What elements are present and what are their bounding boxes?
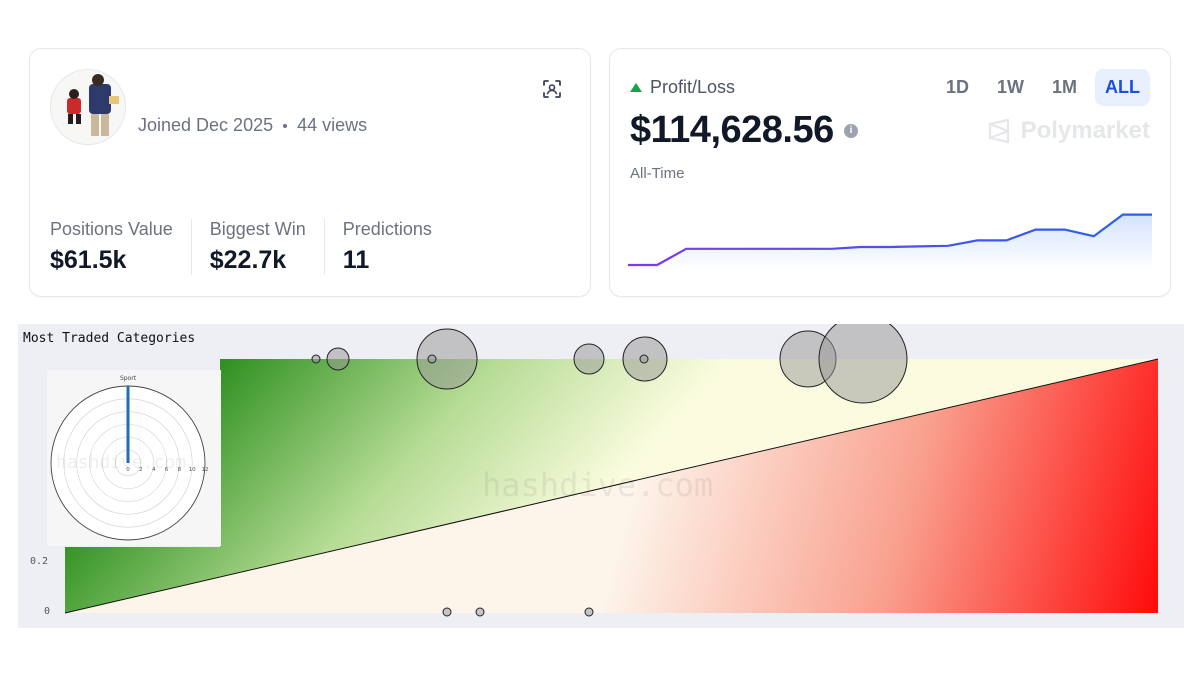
view-count: 44 views [297, 115, 368, 135]
avatar[interactable] [50, 69, 126, 145]
position-bubble[interactable] [427, 354, 437, 364]
stat-biggest-win: Biggest Win $22.7k [190, 219, 324, 275]
profile-meta: Joined Dec 2025 44 views [138, 115, 367, 136]
position-bubble[interactable] [442, 607, 452, 617]
brand-name: Polymarket [1020, 117, 1150, 144]
position-bubble[interactable] [639, 354, 649, 364]
stat-value: 11 [342, 246, 370, 274]
polar-tick-label: 0 [126, 467, 130, 473]
categories-title: Most Traded Categories [23, 331, 196, 346]
time-range-tabs: 1D 1W 1M ALL [936, 69, 1150, 106]
pnl-area [628, 214, 1152, 271]
position-bubble[interactable] [311, 354, 321, 364]
stat-label: Biggest Win [209, 219, 306, 239]
stat-label: Predictions [342, 219, 432, 239]
category-polar-chart: Sport 0 2 4 6 8 10 12 [47, 370, 221, 546]
stat-positions-value: Positions Value $61.5k [50, 219, 191, 275]
profile-card: Joined Dec 2025 44 views Positions Value… [29, 48, 591, 297]
separator-dot [283, 123, 288, 128]
polar-tick-label: 10 [189, 467, 196, 473]
position-bubble[interactable] [573, 343, 605, 375]
break-even-line [64, 358, 1159, 614]
y-tick-label: 0 [44, 606, 51, 617]
pnl-label: Profit/Loss [650, 77, 736, 97]
pnl-period: All-Time [630, 165, 685, 182]
pnl-chart [628, 213, 1152, 271]
stat-predictions: Predictions 11 [323, 219, 450, 275]
polar-tick-label: 8 [178, 467, 182, 473]
position-bubbles [311, 324, 908, 617]
position-bubble[interactable] [818, 324, 908, 404]
categories-plot [64, 324, 1159, 617]
pnl-header: Profit/Loss [630, 77, 735, 98]
polymarket-logo: Polymarket [987, 117, 1150, 145]
watermark-small: hashdive.com [56, 452, 187, 473]
tab-1d[interactable]: 1D [945, 77, 969, 97]
position-bubble[interactable] [416, 328, 478, 390]
profile-stats: Positions Value $61.5k Biggest Win $22.7… [50, 219, 450, 275]
scan-profile-button[interactable] [540, 77, 564, 101]
polar-tick-label: 6 [165, 467, 169, 473]
trend-up-icon [630, 83, 642, 92]
position-bubble[interactable] [475, 607, 485, 617]
polymarket-icon [988, 118, 1009, 144]
polar-tick-labels: 0 2 4 6 8 10 12 [126, 467, 208, 473]
tab-1m[interactable]: 1M [1051, 77, 1077, 97]
polar-tick-label: 2 [139, 467, 143, 473]
stat-value: $61.5k [50, 246, 127, 274]
polar-axis-label: Sport [120, 375, 137, 382]
y-tick-label: 0.2 [30, 556, 49, 567]
pnl-amount: $114,628.56 i [630, 109, 858, 152]
pnl-value-text: $114,628.56 [630, 109, 834, 151]
polar-chart-svg: Sport 0 2 4 6 8 10 12 [50, 375, 209, 541]
scan-icon [543, 80, 561, 98]
stat-value: $22.7k [209, 246, 287, 274]
info-icon[interactable]: i [843, 123, 858, 138]
avatar-image [51, 70, 125, 144]
polar-tick-label: 12 [202, 467, 209, 473]
most-traded-categories-panel: Most Traded Categories Sport 0 2 4 6 8 10 12 0… [18, 324, 1184, 628]
joined-date: Joined Dec 2025 [138, 115, 274, 135]
position-bubble[interactable] [584, 607, 594, 617]
pnl-line [628, 213, 1152, 267]
tab-all[interactable]: ALL [1095, 69, 1150, 106]
tab-1w[interactable]: 1W [996, 77, 1024, 97]
watermark: hashdive.com [482, 466, 714, 504]
profit-loss-card: Profit/Loss 1D 1W 1M ALL $114,628.56 i P… [609, 48, 1171, 297]
polar-tick-label: 4 [152, 467, 156, 473]
stat-label: Positions Value [50, 219, 173, 239]
position-bubble[interactable] [326, 347, 350, 371]
